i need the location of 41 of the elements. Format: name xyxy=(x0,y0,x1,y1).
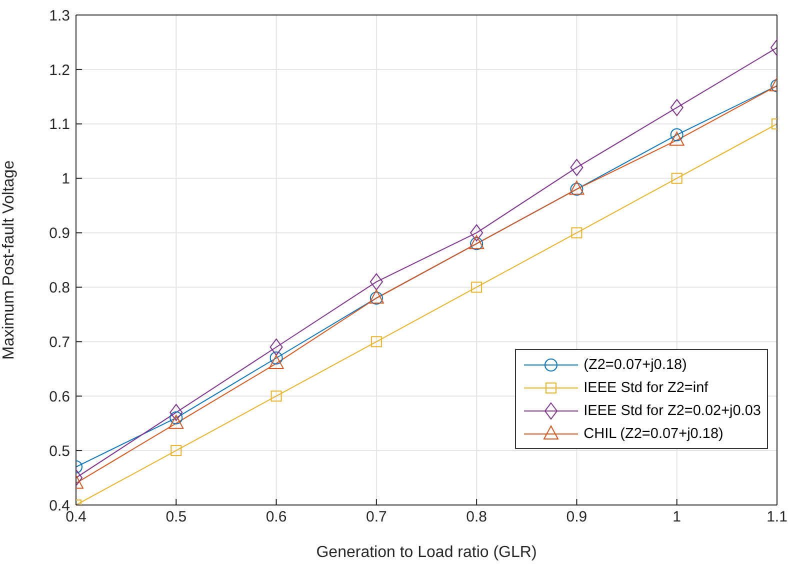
point xyxy=(670,99,684,116)
point xyxy=(370,273,383,290)
y-axis-title: Maximum Post-fault Voltage xyxy=(0,160,18,360)
legend-label: IEEE Std for Z2=inf xyxy=(584,380,708,396)
legend-label: (Z2=0.07+j0.18) xyxy=(584,356,687,372)
x-tick-label: 0.4 xyxy=(66,508,86,526)
x-tick-label: 0.8 xyxy=(466,508,487,526)
x-axis-title: Generation to Load ratio (GLR) xyxy=(316,544,537,561)
point xyxy=(170,411,183,424)
point xyxy=(270,352,283,364)
point xyxy=(471,282,482,293)
point xyxy=(268,354,284,369)
y-tick-label: 0.5 xyxy=(49,442,70,460)
x-tick-label: 0.7 xyxy=(366,508,387,526)
y-tick-label: 1.1 xyxy=(49,116,70,134)
point xyxy=(168,414,184,429)
x-tick-label: 1.1 xyxy=(766,508,788,526)
point xyxy=(670,128,684,142)
legend-label: IEEE Std for Z2=0.02+j0.03 xyxy=(584,402,761,418)
y-tick-label: 1.2 xyxy=(49,62,70,79)
point xyxy=(669,132,684,146)
y-tick-label: 1.3 xyxy=(49,7,70,24)
legend-label: CHIL (Z2=0.07+j0.18) xyxy=(584,426,724,442)
y-tick-label: 0.6 xyxy=(49,388,70,406)
point xyxy=(170,404,183,421)
x-tick-label: 0.6 xyxy=(266,508,287,526)
point xyxy=(270,390,282,402)
point xyxy=(370,336,382,348)
y-tick-label: 0.7 xyxy=(49,334,70,351)
x-tick-label: 1 xyxy=(672,508,682,526)
point xyxy=(470,224,484,242)
y-tick-label: 0.8 xyxy=(49,280,70,297)
point xyxy=(671,172,682,184)
x-tick-label: 0.9 xyxy=(566,508,588,526)
point xyxy=(270,338,283,356)
point xyxy=(570,158,584,176)
x-tick-label: 0.5 xyxy=(166,508,187,526)
y-tick-label: 0.9 xyxy=(49,225,70,242)
point xyxy=(571,227,582,238)
y-tick-label: 1 xyxy=(62,170,70,188)
point xyxy=(170,445,182,456)
